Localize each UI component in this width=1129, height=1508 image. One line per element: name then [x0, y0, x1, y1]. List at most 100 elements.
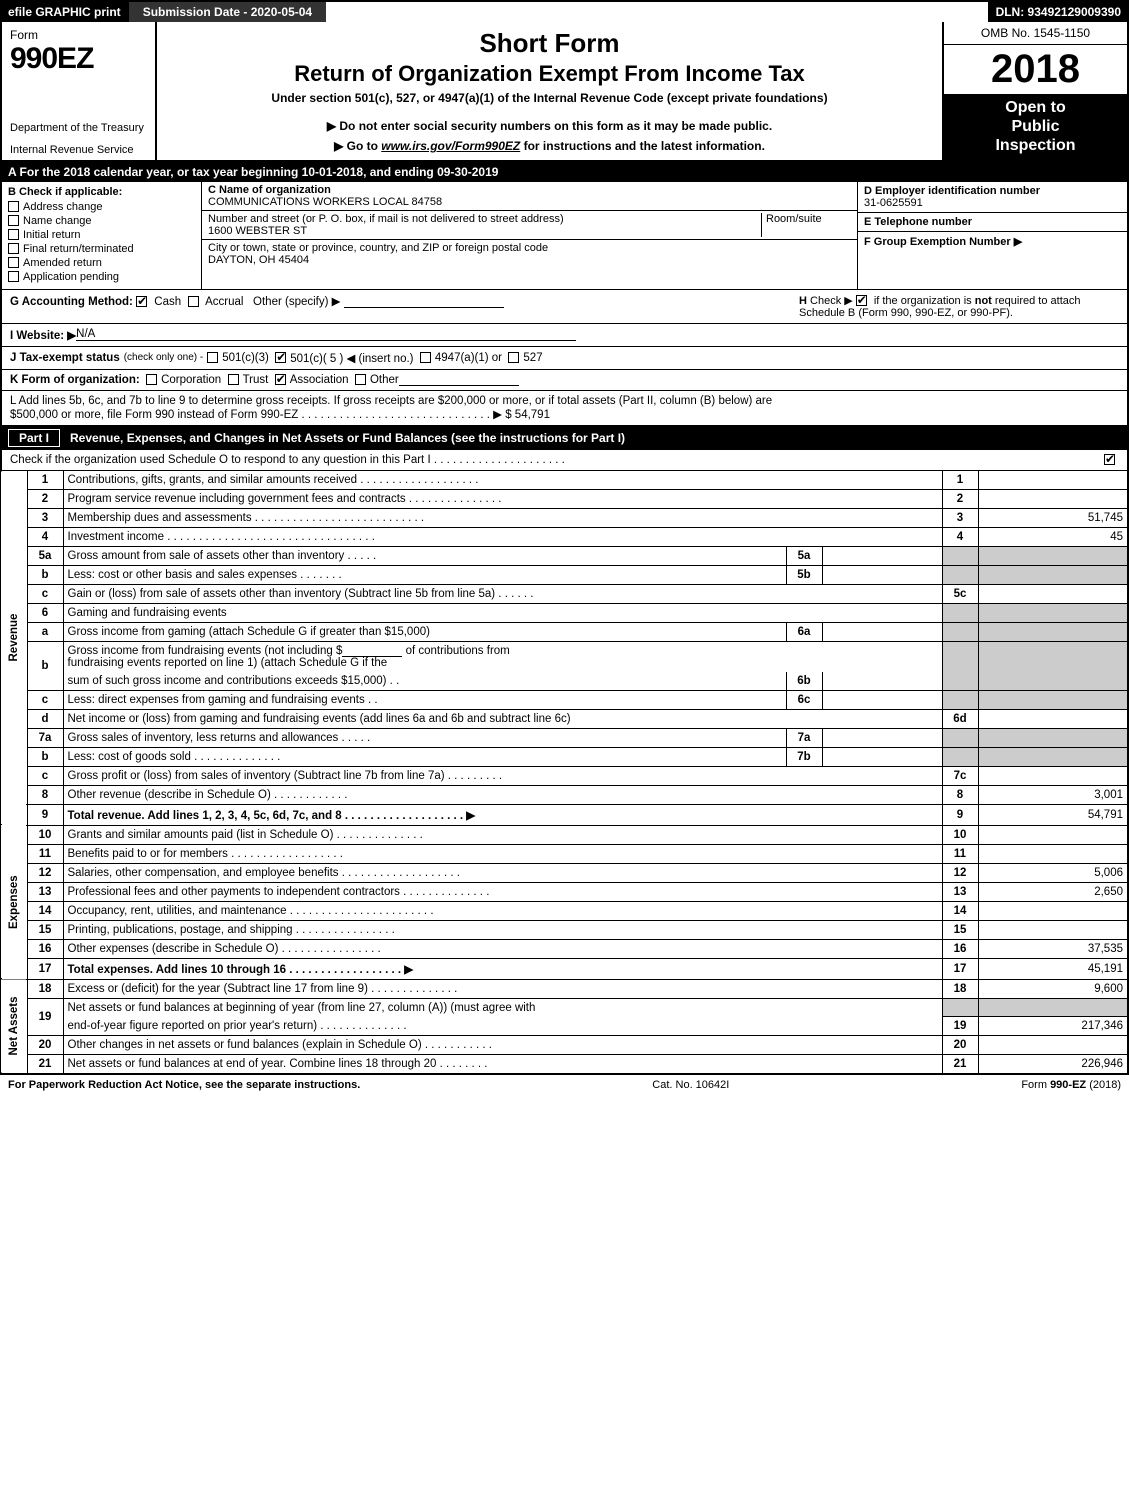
line-17-desc: Total expenses. Add lines 10 through 16 …	[63, 958, 942, 979]
line-6-shade	[942, 603, 978, 622]
line-19-desc1: Net assets or fund balances at beginning…	[63, 998, 942, 1017]
line-13-amount: 2,650	[978, 882, 1128, 901]
h-check-text: H Check ▶ if the organization is not req…	[799, 294, 1119, 319]
city-label: City or town, state or province, country…	[208, 242, 851, 254]
goto-line: ▶ Go to www.irs.gov/Form990EZ for instru…	[165, 139, 934, 153]
sidelabel-revenue-end	[1, 804, 27, 825]
line-17-num: 17	[27, 958, 63, 979]
line-21-num: 21	[27, 1055, 63, 1074]
checkbox-accrual[interactable]	[188, 296, 199, 307]
line-2-num: 2	[27, 489, 63, 508]
line-7a-num: 7a	[27, 728, 63, 747]
checkbox-schedule-o[interactable]	[1104, 454, 1115, 465]
checkbox-trust[interactable]	[228, 374, 239, 385]
line-6b-sub: 6b	[786, 672, 822, 691]
section-b-header: B Check if applicable:	[8, 186, 195, 198]
checkbox-icon[interactable]	[8, 243, 19, 254]
line-20-amount	[978, 1036, 1128, 1055]
checkbox-icon[interactable]	[8, 215, 19, 226]
line-10-code: 10	[942, 825, 978, 844]
lines-table: Revenue 1 Contributions, gifts, grants, …	[0, 471, 1129, 1075]
part-i-title: Revenue, Expenses, and Changes in Net As…	[70, 431, 625, 445]
form-number: 990EZ	[10, 42, 147, 76]
line-4-desc: Investment income . . . . . . . . . . . …	[63, 527, 942, 546]
checkbox-association[interactable]	[275, 374, 286, 385]
line-19-shade-amt	[978, 998, 1128, 1017]
line-13-code: 13	[942, 882, 978, 901]
sidelabel-expenses: Expenses	[1, 825, 27, 979]
checkbox-icon[interactable]	[8, 201, 19, 212]
goto-post: for instructions and the latest informat…	[520, 139, 765, 153]
line-4-num: 4	[27, 527, 63, 546]
other-org-blank	[399, 374, 519, 386]
part-i-check-row: Check if the organization used Schedule …	[0, 450, 1129, 471]
ein-label: D Employer identification number	[864, 185, 1121, 197]
phone-label: E Telephone number	[864, 216, 1121, 228]
check-amended[interactable]: Amended return	[8, 257, 195, 269]
line-8-num: 8	[27, 785, 63, 804]
checkbox-icon[interactable]	[8, 229, 19, 240]
line-2-amount	[978, 489, 1128, 508]
line-9-amount: 54,791	[978, 804, 1128, 825]
line-7c-desc: Gross profit or (loss) from sales of inv…	[63, 766, 942, 785]
cal-begin: 10-01-2018	[302, 165, 363, 179]
line-9-num: 9	[27, 804, 63, 825]
checkbox-527[interactable]	[508, 352, 519, 363]
line-7c-amount	[978, 766, 1128, 785]
line-19-desc2: end-of-year figure reported on prior yea…	[63, 1017, 942, 1036]
line-5b-sub: 5b	[786, 565, 822, 584]
address-value: 1600 WEBSTER ST	[208, 225, 761, 237]
checkbox-cash[interactable]	[136, 296, 147, 307]
line-6-shade-amt	[978, 603, 1128, 622]
line-5b-shade	[942, 565, 978, 584]
checkbox-h[interactable]	[856, 295, 867, 306]
line-5c-code: 5c	[942, 584, 978, 603]
line-4-amount: 45	[978, 527, 1128, 546]
line-7b-num: b	[27, 747, 63, 766]
checkbox-other-org[interactable]	[355, 374, 366, 385]
org-name-label: C Name of organization	[208, 184, 851, 196]
line-5b-desc: Less: cost or other basis and sales expe…	[63, 565, 786, 584]
line-5a-num: 5a	[27, 546, 63, 565]
check-initial-return[interactable]: Initial return	[8, 229, 195, 241]
check-final-return[interactable]: Final return/terminated	[8, 243, 195, 255]
line-16-desc: Other expenses (describe in Schedule O) …	[63, 939, 942, 958]
line-14-amount	[978, 901, 1128, 920]
checkbox-4947[interactable]	[420, 352, 431, 363]
form-page: efile GRAPHIC print Submission Date - 20…	[0, 0, 1129, 1095]
line-21-amount: 226,946	[978, 1055, 1128, 1074]
line-9-code: 9	[942, 804, 978, 825]
address-label: Number and street (or P. O. box, if mail…	[208, 213, 761, 225]
tax-exempt-label: J Tax-exempt status	[10, 352, 120, 364]
cal-pre: A For the 2018 calendar year, or tax yea…	[8, 165, 302, 179]
line-13-num: 13	[27, 882, 63, 901]
checkbox-corporation[interactable]	[146, 374, 157, 385]
row-g-h: G Accounting Method: Cash Accrual Other …	[0, 290, 1129, 324]
check-pending[interactable]: Application pending	[8, 271, 195, 283]
line-15-amount	[978, 920, 1128, 939]
city-value: DAYTON, OH 45404	[208, 254, 851, 266]
line-5b-subv	[822, 565, 942, 584]
line-8-desc: Other revenue (describe in Schedule O) .…	[63, 785, 942, 804]
dept-treasury: Department of the Treasury	[10, 122, 147, 134]
checkbox-icon[interactable]	[8, 271, 19, 282]
line-17-code: 17	[942, 958, 978, 979]
check-name-change[interactable]: Name change	[8, 215, 195, 227]
line-6a-desc: Gross income from gaming (attach Schedul…	[63, 622, 786, 641]
line-18-desc: Excess or (deficit) for the year (Subtra…	[63, 979, 942, 998]
line-21-code: 21	[942, 1055, 978, 1074]
line-5a-sub: 5a	[786, 546, 822, 565]
open-to: Open to	[944, 98, 1127, 117]
checkbox-icon[interactable]	[8, 257, 19, 268]
line-7c-code: 7c	[942, 766, 978, 785]
part-i-label: Part I	[8, 429, 60, 447]
form-of-org-label: K Form of organization:	[10, 374, 140, 386]
checkbox-501c3[interactable]	[207, 352, 218, 363]
goto-link[interactable]: www.irs.gov/Form990EZ	[381, 139, 520, 153]
checkbox-501c[interactable]	[275, 352, 286, 363]
line-19-shade	[942, 998, 978, 1017]
header-right: OMB No. 1545-1150 2018 Open to Public In…	[942, 22, 1127, 160]
short-form-title: Short Form	[165, 28, 934, 59]
website-label: I Website: ▶	[10, 328, 76, 342]
check-address-change[interactable]: Address change	[8, 201, 195, 213]
